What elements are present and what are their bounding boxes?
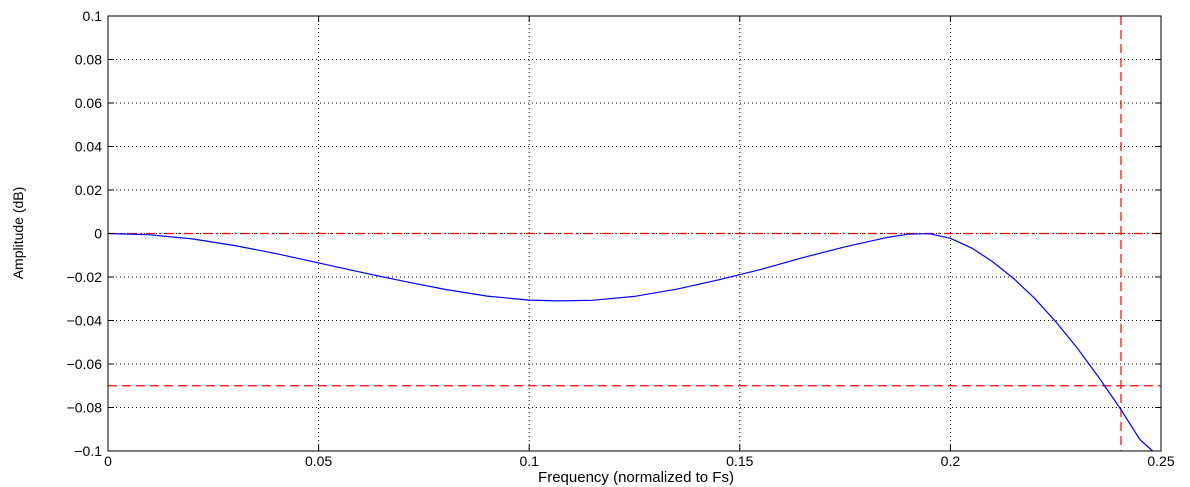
x-tick-label: 0.25 [1147, 453, 1174, 469]
x-tick-label: 0.05 [305, 453, 332, 469]
y-axis-title: Amplitude (dB) [10, 187, 26, 280]
y-tick-label: 0.02 [75, 182, 102, 198]
x-tick-label: 0.2 [941, 453, 961, 469]
y-tick-label: −0.1 [74, 443, 102, 459]
y-tick-label: 0.04 [75, 139, 102, 155]
grid-layer [108, 16, 1161, 451]
x-tick-label: 0 [104, 453, 112, 469]
y-tick-label: 0 [94, 226, 102, 242]
y-tick-label: −0.08 [67, 400, 103, 416]
y-tick-labels: 0.1 0.08 0.06 0.04 0.02 0 −0.02 −0.04 −0.06 −0.08… [67, 8, 103, 459]
y-tick-label: 0.08 [75, 52, 102, 68]
amplitude-response-line [107, 232, 1154, 452]
tick-marks-layer [107, 15, 1162, 452]
y-tick-label: 0.1 [83, 8, 103, 24]
x-tick-label: 0.15 [726, 453, 753, 469]
y-tick-label: −0.06 [67, 356, 103, 372]
y-tick-label: −0.04 [67, 313, 103, 329]
x-tick-label: 0.1 [519, 453, 539, 469]
x-axis-title: Frequency (normalized to Fs) [538, 469, 734, 486]
reference-lines-layer [108, 16, 1161, 451]
y-tick-label: −0.02 [67, 269, 103, 285]
series-layer [107, 232, 1154, 452]
y-tick-label: 0.06 [75, 95, 102, 111]
x-tick-labels: 0 0.05 0.1 0.15 0.2 0.25 [104, 453, 1175, 469]
